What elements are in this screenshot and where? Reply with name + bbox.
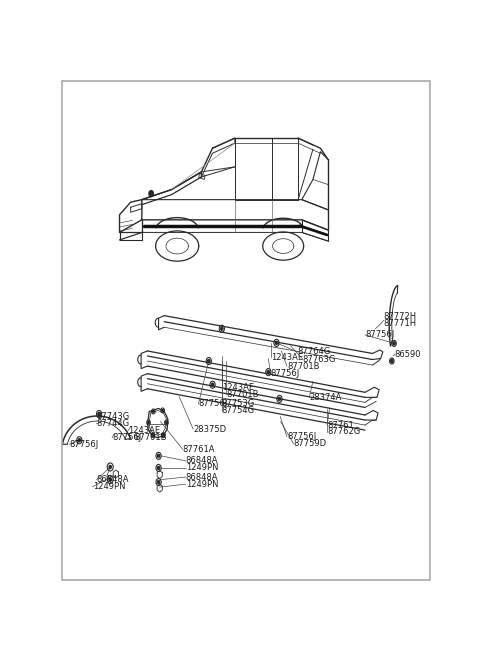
Text: 87701B: 87701B [134,433,167,442]
Text: 87756J: 87756J [198,400,228,409]
Circle shape [157,466,160,470]
Text: 1249PN: 1249PN [93,482,125,491]
Circle shape [166,422,167,424]
Text: 86848A: 86848A [186,457,218,466]
Circle shape [157,455,160,457]
Circle shape [267,371,269,373]
Text: 87701B: 87701B [287,362,319,371]
Text: 87759D: 87759D [294,440,327,448]
Text: 1249PN: 1249PN [186,464,218,472]
Text: 1249PN: 1249PN [186,479,218,489]
Circle shape [211,383,214,386]
Text: 87754G: 87754G [222,407,255,415]
Text: 28375D: 28375D [193,424,226,434]
Text: 87756J: 87756J [287,432,316,441]
Text: 1243AE: 1243AE [128,426,160,435]
Text: 87756J: 87756J [69,440,98,449]
Text: 87743G: 87743G [96,412,130,421]
Text: 1243AE: 1243AE [222,383,254,392]
Text: 87756J: 87756J [112,433,141,442]
Circle shape [278,398,281,400]
Circle shape [208,360,210,363]
Text: 87761: 87761 [327,421,354,430]
Circle shape [148,422,149,424]
Text: 87772H: 87772H [384,312,417,321]
Text: 87763G: 87763G [302,354,336,364]
Circle shape [162,409,163,411]
Text: 86848A: 86848A [186,472,218,481]
Text: 87756J: 87756J [271,369,300,378]
Circle shape [157,481,160,483]
Circle shape [276,341,277,345]
Circle shape [78,439,81,441]
Text: 87764G: 87764G [297,347,331,356]
Text: 28374A: 28374A [309,393,342,402]
Circle shape [391,360,393,363]
Circle shape [109,478,111,481]
Text: 87761A: 87761A [183,445,215,454]
Circle shape [149,191,154,196]
Circle shape [98,413,100,415]
Text: 87701B: 87701B [226,390,259,399]
Text: 87756J: 87756J [365,330,394,339]
Circle shape [393,342,395,345]
Text: 87771H: 87771H [384,319,417,328]
Text: 1243AE: 1243AE [271,352,303,362]
Text: 87744G: 87744G [96,419,130,428]
Circle shape [163,434,164,436]
Text: 86848A: 86848A [96,475,129,484]
Circle shape [152,434,154,436]
Circle shape [221,328,223,330]
Text: 87762G: 87762G [327,427,360,436]
Text: 86590: 86590 [395,350,421,359]
Circle shape [109,466,111,468]
Circle shape [153,411,154,413]
Text: 87753G: 87753G [222,400,255,409]
